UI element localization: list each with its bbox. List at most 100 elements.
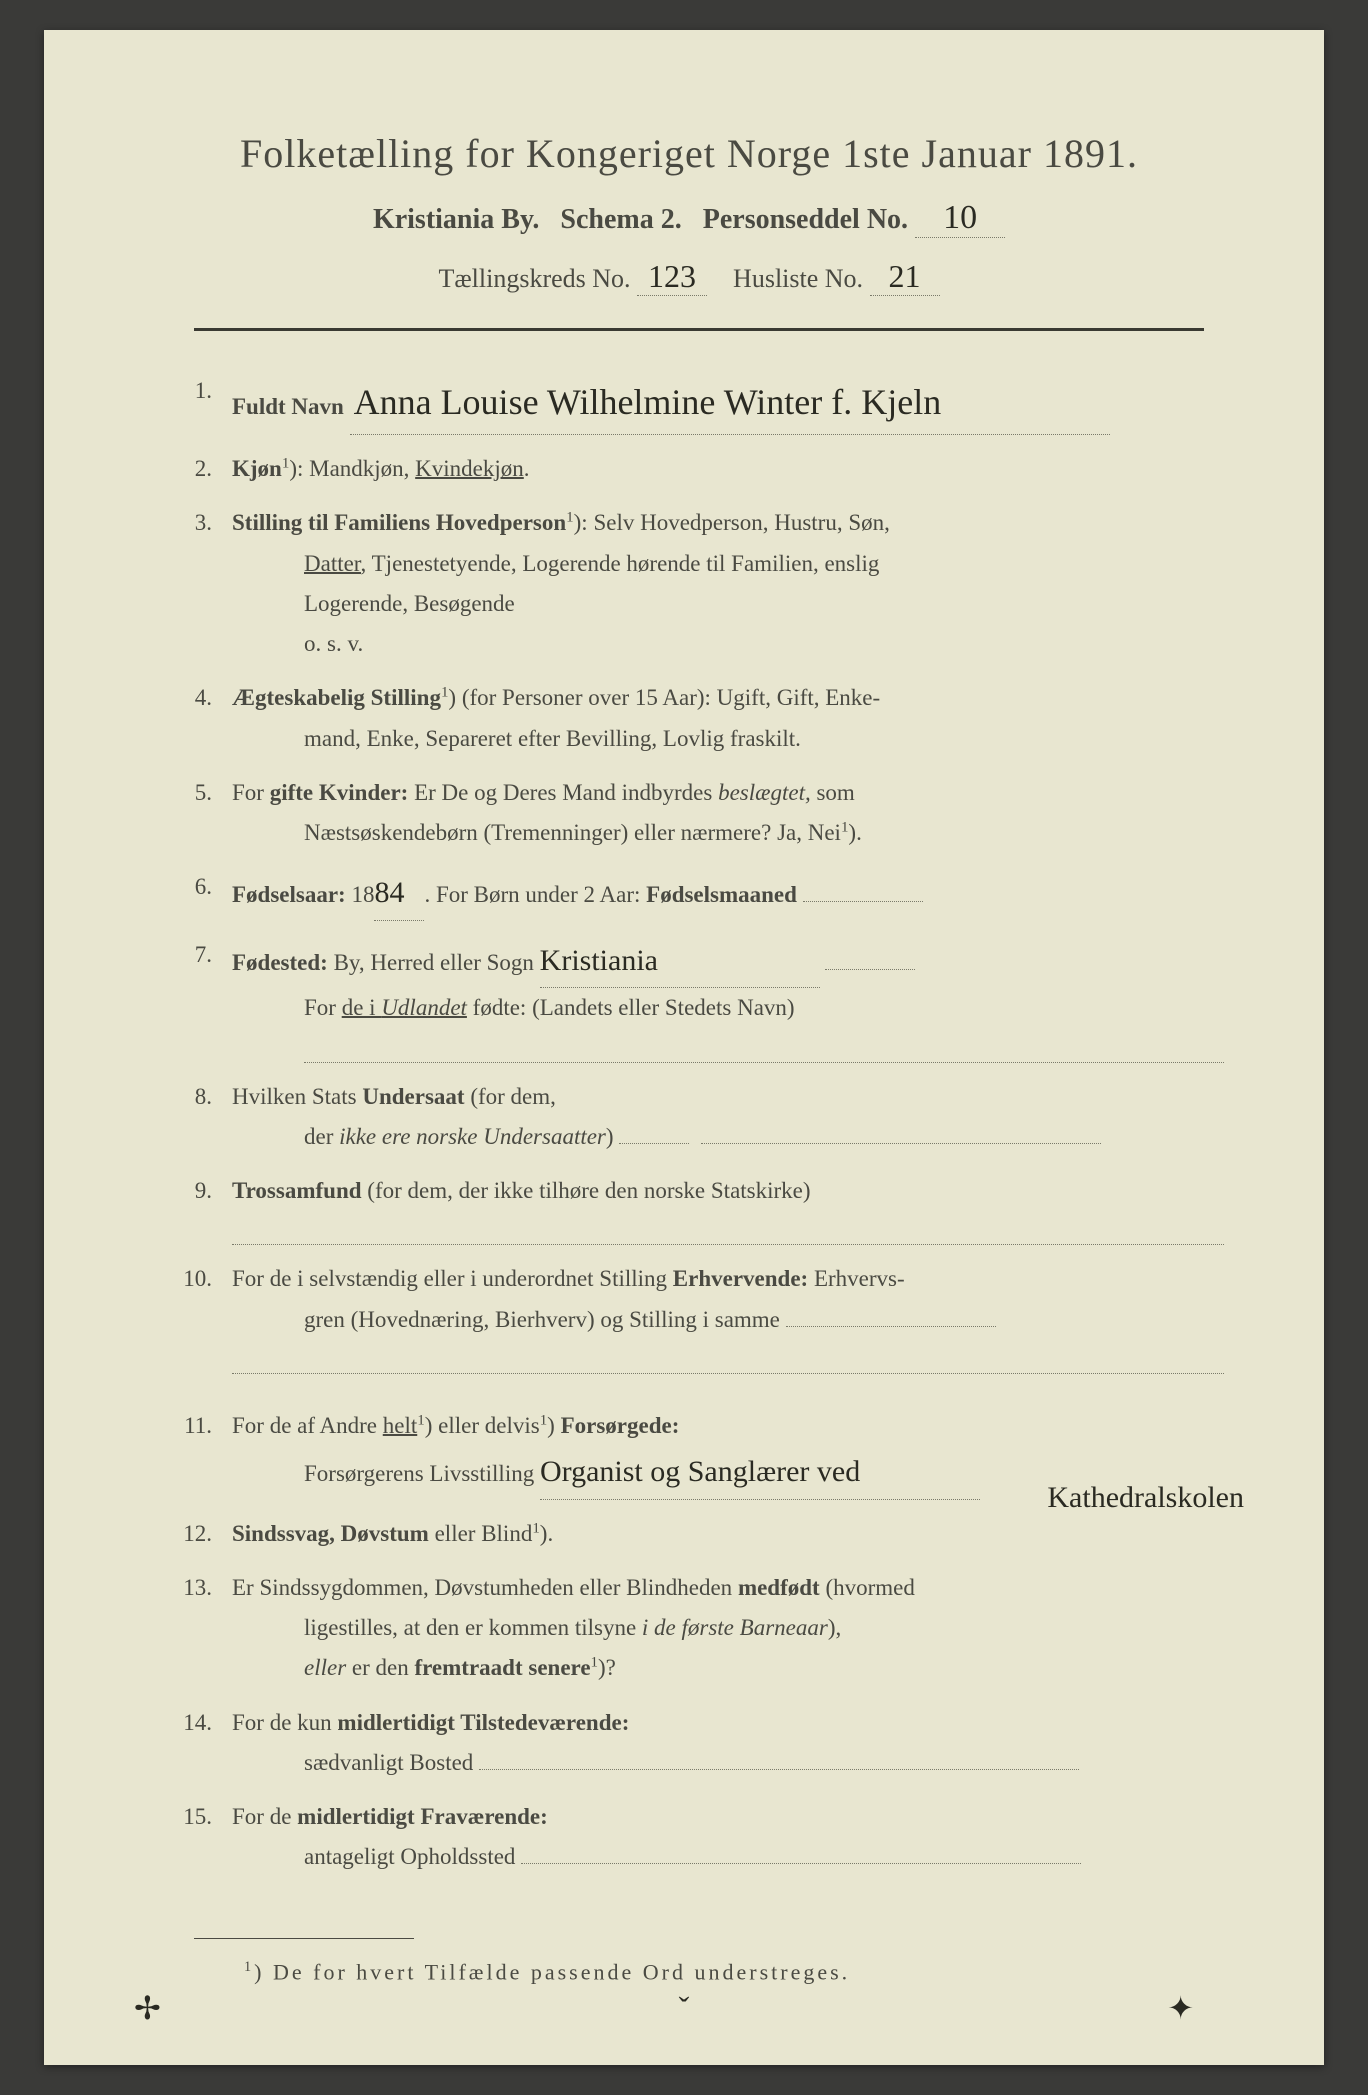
l1a: Er Sindssygdommen, Døvstumheden eller Bl… <box>232 1575 738 1600</box>
header-divider <box>194 328 1204 331</box>
l1a: For de <box>232 1804 297 1829</box>
husliste-label: Husliste No. <box>733 264 863 293</box>
line2-wrap: Forsørgerens Livsstilling Organist og Sa… <box>232 1461 980 1486</box>
l1b: Erhvervende: <box>673 1266 808 1291</box>
kreds-no: 123 <box>637 258 707 296</box>
line2-wrap: ligestilles, at den er kommen tilsyne i … <box>232 1615 841 1640</box>
tail: ). <box>540 1521 553 1546</box>
entry-num: 5. <box>164 773 232 854</box>
selected: Datter, <box>304 551 366 576</box>
label: Fødselsaar: <box>232 882 346 907</box>
schema: Schema 2. <box>560 204 681 235</box>
text: ): Mandkjøn, <box>289 456 415 481</box>
blank <box>479 1769 1079 1770</box>
personseddel-label: Personseddel No. <box>703 204 908 235</box>
entry-2: 2. Kjøn1): Mandkjøn, Kvindekjøn. <box>164 449 1224 489</box>
l2u: de i <box>342 995 382 1020</box>
line4: o. s. v. <box>232 631 363 656</box>
l2: sædvanligt Bosted <box>304 1750 473 1775</box>
entry-body: For de midlertidigt Fraværende: antageli… <box>232 1797 1224 1878</box>
kreds-label: Tællingskreds No. <box>438 264 630 293</box>
tally-line: Tællingskreds No. 123 Husliste No. 21 <box>154 258 1224 296</box>
entry-body: Fødselsaar: 1884. For Børn under 2 Aar: … <box>232 867 1224 921</box>
label: Sindssvag, Døvstum <box>232 1521 429 1546</box>
l2c: ), <box>828 1615 841 1640</box>
entry-body: Trossamfund (for dem, der ikke tilhøre d… <box>232 1171 1224 1245</box>
full-name-value: Anna Louise Wilhelmine Winter f. Kjeln <box>350 371 1110 435</box>
l1a: For de af Andre <box>232 1413 383 1438</box>
entry-num: 14. <box>164 1703 232 1784</box>
l1c: (hvormed <box>820 1575 915 1600</box>
entry-body: For de i selvstændig eller i underordnet… <box>232 1259 1224 1374</box>
entry-num: 11. <box>164 1406 232 1500</box>
entry-num: 1. <box>164 371 232 435</box>
provider-occupation: Organist og Sanglærer ved <box>540 1446 980 1500</box>
l1b: midlertidigt Fraværende: <box>297 1804 548 1829</box>
l1c: Erhvervs- <box>808 1266 904 1291</box>
entry-num: 15. <box>164 1797 232 1878</box>
l2a: For <box>304 995 342 1020</box>
birth-year: 84 <box>374 867 424 921</box>
line2: Tjenestetyende, Logerende hørende til Fa… <box>366 551 879 576</box>
l1c: (for dem, <box>465 1084 556 1109</box>
l2l: Forsørgerens Livsstilling <box>304 1461 534 1486</box>
entry-7: 7. Fødested: By, Herred eller Sogn Krist… <box>164 935 1224 1063</box>
personseddel-no: 10 <box>915 199 1005 238</box>
l2i: Udlandet <box>381 995 467 1020</box>
blank-line <box>232 1217 1224 1245</box>
l3t: )? <box>598 1655 616 1680</box>
l2i: i de første Barneaar <box>642 1615 828 1640</box>
sup1: 1 <box>417 1412 424 1428</box>
entry-body: For de kun midlertidigt Tilstedeværende:… <box>232 1703 1224 1784</box>
blank <box>701 1143 1101 1144</box>
entry-9: 9. Trossamfund (for dem, der ikke tilhør… <box>164 1171 1224 1245</box>
entry-body: Fuldt Navn Anna Louise Wilhelmine Winter… <box>232 371 1224 435</box>
label: Fødested: <box>232 950 328 975</box>
tail: ). <box>848 820 861 845</box>
line2-wrap: For de i Udlandet fødte: (Landets eller … <box>232 995 795 1020</box>
entry-num: 7. <box>164 935 232 1063</box>
entry-num: 9. <box>164 1171 232 1245</box>
corner-mark-left: ✢ <box>134 1989 161 2027</box>
line2-wrap: gren (Hovednæring, Bierhverv) og Stillin… <box>232 1307 996 1332</box>
rest: (for dem, der ikke tilhøre den norske St… <box>362 1178 811 1203</box>
l2i: ikke ere norske Undersaatter <box>339 1124 606 1149</box>
entry-num: 13. <box>164 1568 232 1689</box>
line3-wrap: eller er den fremtraadt senere1)? <box>232 1655 616 1680</box>
corner-mark-right: ✦ <box>1167 1989 1194 2027</box>
sup: 1 <box>566 510 573 526</box>
selected: Kvindekjøn <box>415 456 524 481</box>
l2t: ) <box>606 1124 614 1149</box>
entry-num: 8. <box>164 1077 232 1158</box>
footnote-sup: 1 <box>244 1959 254 1975</box>
entry-num: 6. <box>164 867 232 921</box>
entry-body: For de af Andre helt1) eller delvis1) Fo… <box>232 1406 1224 1500</box>
line1a: Er De og Deres Mand indbyrdes <box>408 780 718 805</box>
l1b: medfødt <box>738 1575 820 1600</box>
l1t: ) <box>547 1413 560 1438</box>
birth-month-blank <box>803 901 923 902</box>
entry-num: 10. <box>164 1259 232 1374</box>
birthplace-value: Kristiania <box>540 935 820 989</box>
l1a: For de i selvstændig eller i underordnet… <box>232 1266 673 1291</box>
l2u-wrap: de i Udlandet <box>342 995 467 1020</box>
label: Fuldt Navn <box>232 394 344 419</box>
entry-11: 11. For de af Andre helt1) eller delvis1… <box>164 1406 1224 1500</box>
label: gifte Kvinder: <box>270 780 409 805</box>
blank-line <box>232 1346 1224 1374</box>
entry-8: 8. Hvilken Stats Undersaat (for dem, der… <box>164 1077 1224 1158</box>
form-entries: 1. Fuldt Navn Anna Louise Wilhelmine Win… <box>154 371 1224 1878</box>
label: Trossamfund <box>232 1178 362 1203</box>
sup: 1 <box>591 1655 598 1671</box>
line3: Logerende, Besøgende <box>232 591 515 616</box>
line1: ): Selv Hovedperson, Hustru, Søn, <box>574 510 890 535</box>
l2: antageligt Opholdssted <box>304 1844 515 1869</box>
l1m: ) eller delvis <box>425 1413 540 1438</box>
l3i: eller <box>304 1655 346 1680</box>
blank <box>619 1143 689 1144</box>
year-prefix: 18 <box>346 882 375 907</box>
line2: Næstsøskendebørn (Tremenninger) eller næ… <box>304 820 841 845</box>
provider-occupation-2: Kathedralskolen <box>1047 1472 1244 1525</box>
l1u1: helt <box>383 1413 418 1438</box>
entry-body: Kjøn1): Mandkjøn, Kvindekjøn. <box>232 449 1224 489</box>
